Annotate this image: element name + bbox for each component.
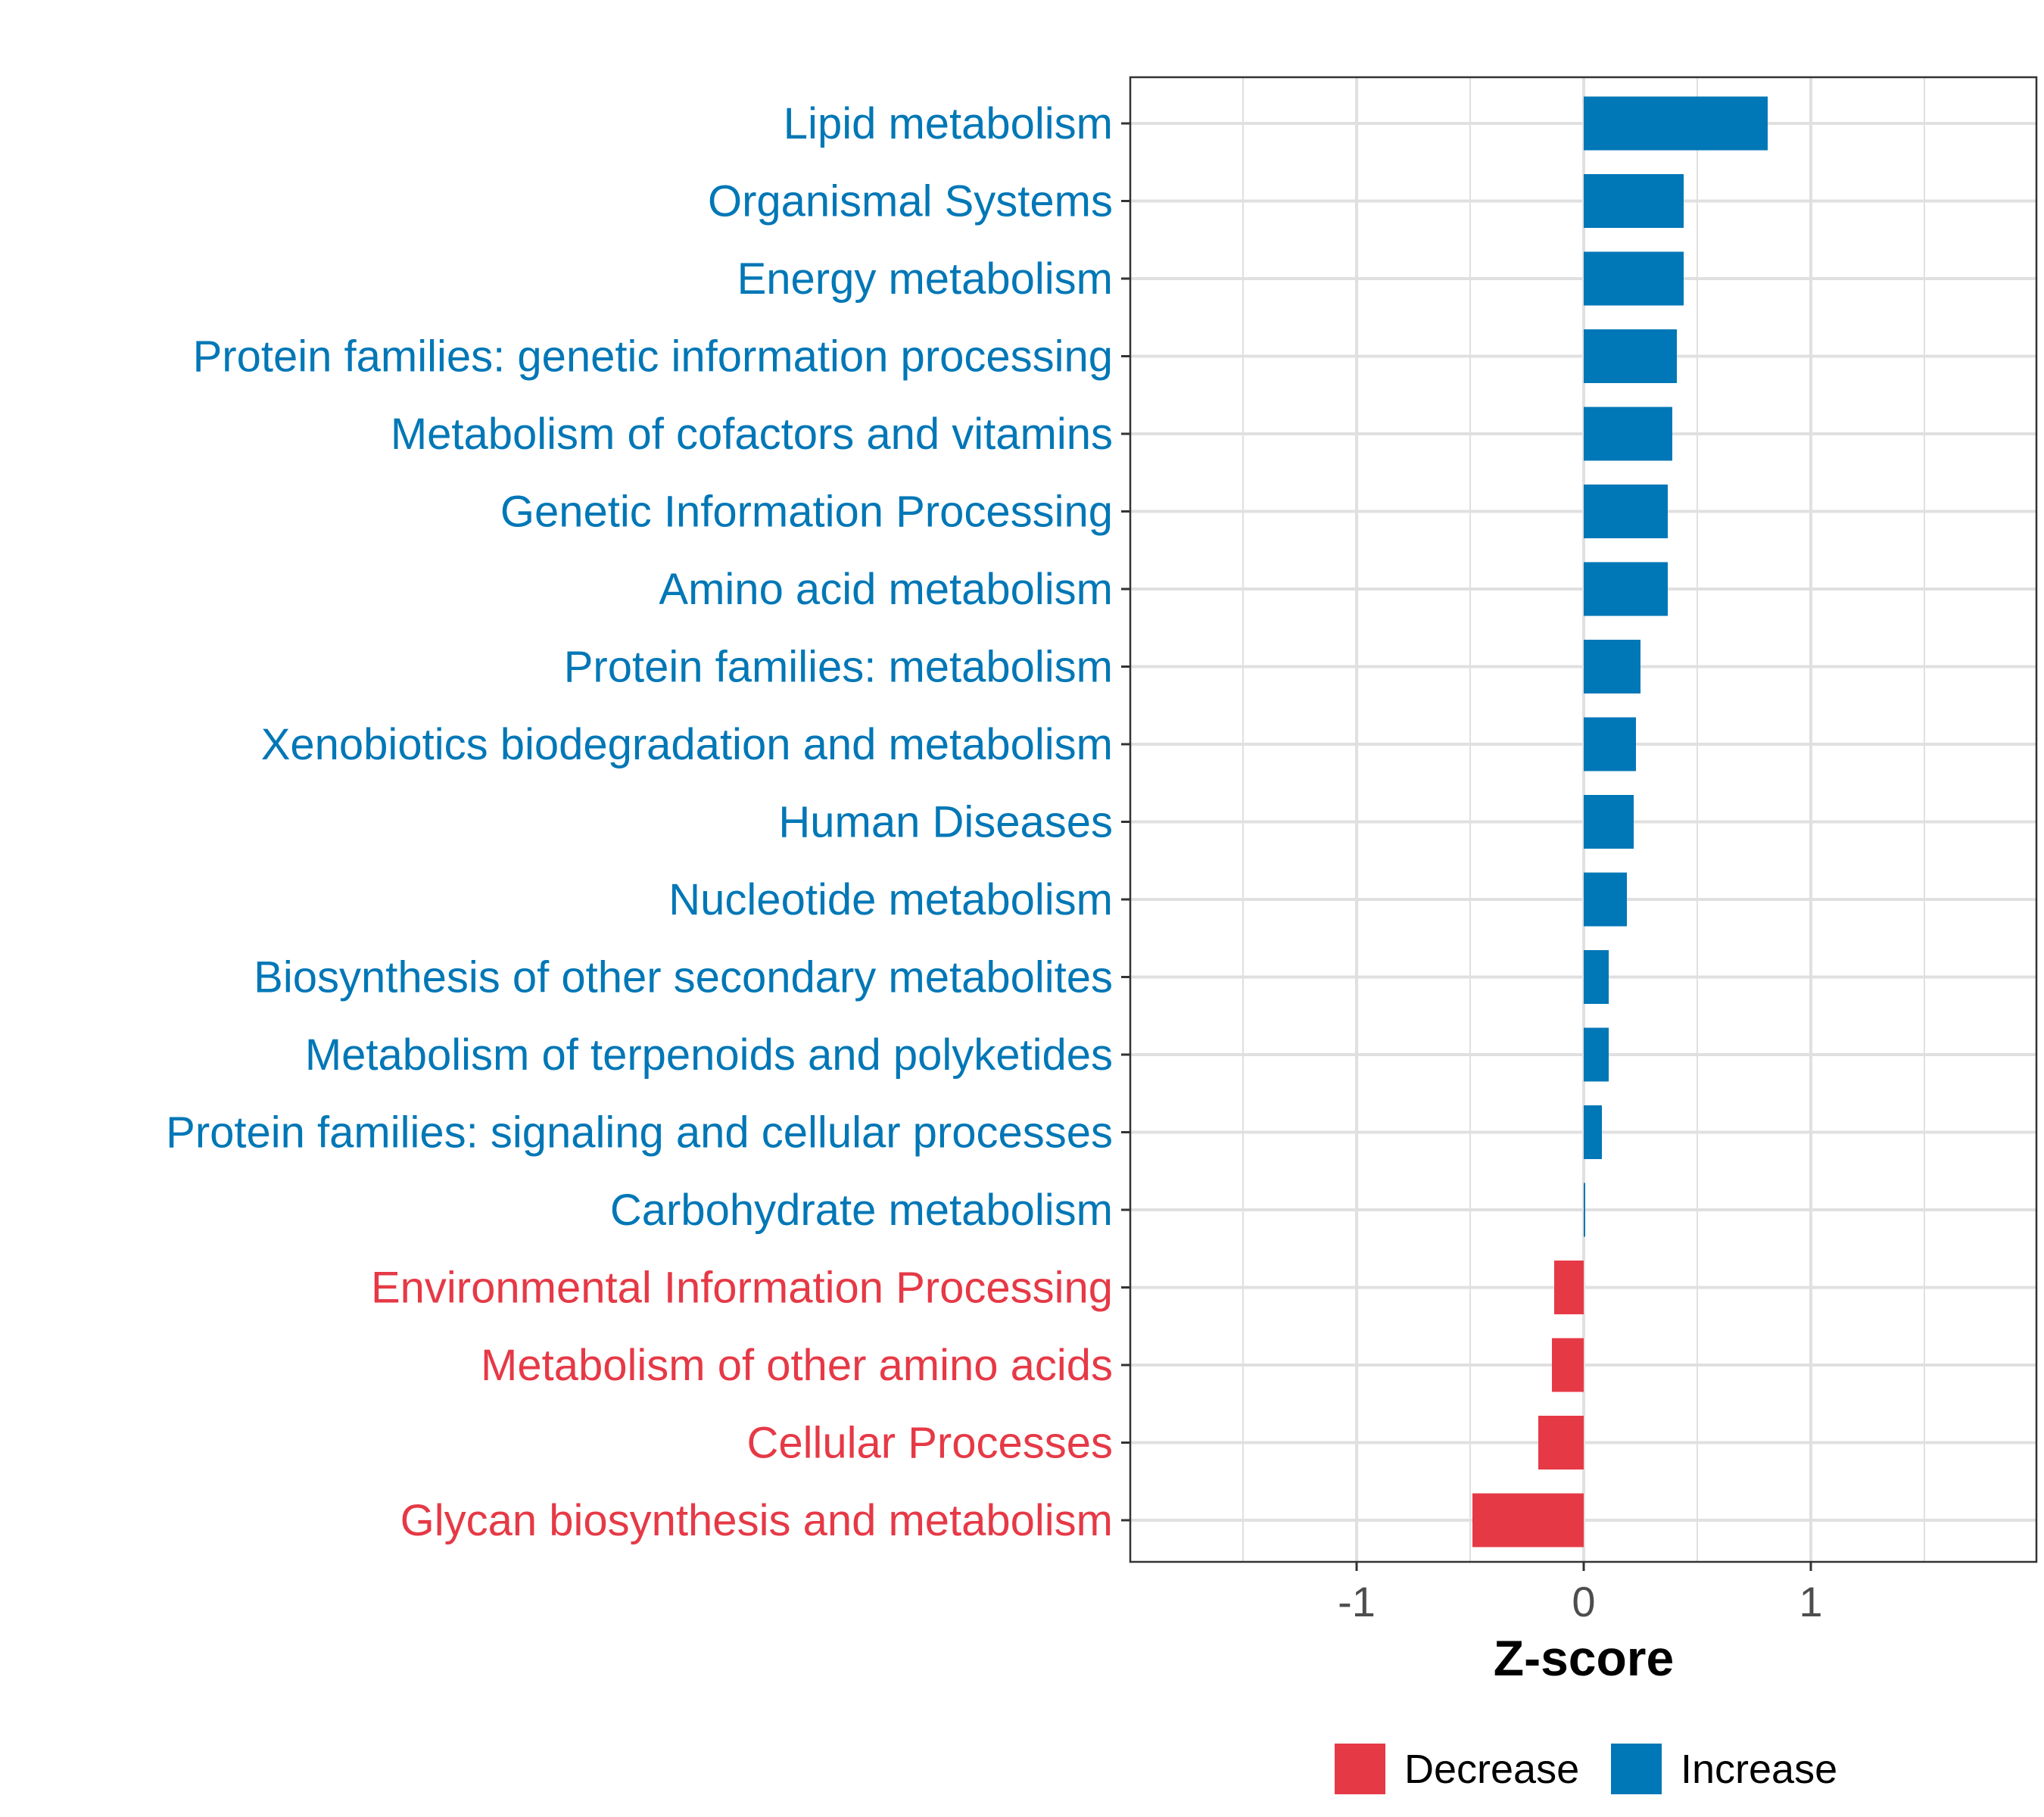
y-tick-label: Biosynthesis of other secondary metaboli… [254,953,1113,1002]
y-tick-label: Energy metabolism [737,254,1113,304]
x-tick-label: 0 [1572,1578,1595,1625]
bar [1584,950,1609,1004]
legend-label: Increase [1681,1747,1837,1792]
bar [1584,96,1768,151]
y-tick-label: Protein families: metabolism [564,643,1113,692]
y-tick-label: Genetic Information Processing [500,488,1113,537]
bar [1584,640,1640,693]
bar [1554,1261,1584,1314]
bar-layer [1472,96,1768,1547]
y-tick-label: Protein families: signaling and cellular… [166,1108,1113,1158]
bar [1584,717,1636,771]
y-tick-label: Organismal Systems [708,177,1113,226]
y-tick-label: Amino acid metabolism [659,565,1113,614]
y-tick-label: Lipid metabolism [784,99,1113,148]
bar [1584,1105,1602,1159]
bar [1584,407,1672,461]
bar [1584,562,1668,616]
legend: Decrease Increase [1335,1744,1837,1794]
bar [1584,795,1634,849]
x-axis-title: Z-score [1494,1630,1674,1686]
bar [1584,174,1684,228]
bar [1584,329,1677,383]
y-tick-label: Metabolism of terpenoids and polyketides [305,1030,1113,1080]
y-tick-label: Cellular Processes [746,1419,1113,1468]
y-tick-label: Metabolism of cofactors and vitamins [391,410,1113,459]
y-tick-label: Human Diseases [778,798,1113,847]
bar [1552,1338,1584,1392]
y-tick-label: Metabolism of other amino acids [481,1341,1113,1390]
y-tick-label: Environmental Information Processing [371,1264,1113,1313]
x-tick-label: 1 [1799,1578,1822,1625]
y-tick-label: Xenobiotics biodegradation and metabolis… [261,720,1113,769]
x-axis: -1 0 1 [1338,1562,1823,1625]
bar [1584,251,1684,306]
bar [1538,1416,1584,1469]
y-tick-label: Glycan biosynthesis and metabolism [400,1496,1113,1545]
y-axis: Lipid metabolism Organismal Systems Energy… [166,99,1130,1545]
bar [1584,872,1627,927]
bar [1584,1027,1609,1082]
bar [1472,1493,1584,1547]
legend-swatch [1611,1744,1662,1794]
x-tick-label: -1 [1338,1578,1376,1625]
y-tick-label: Protein families: genetic information pr… [193,332,1113,382]
legend-swatch [1335,1744,1385,1794]
legend-label: Decrease [1404,1747,1579,1792]
y-tick-label: Nucleotide metabolism [668,875,1113,924]
y-tick-label: Carbohydrate metabolism [610,1186,1113,1235]
bar [1584,1183,1585,1237]
bar [1584,485,1668,538]
